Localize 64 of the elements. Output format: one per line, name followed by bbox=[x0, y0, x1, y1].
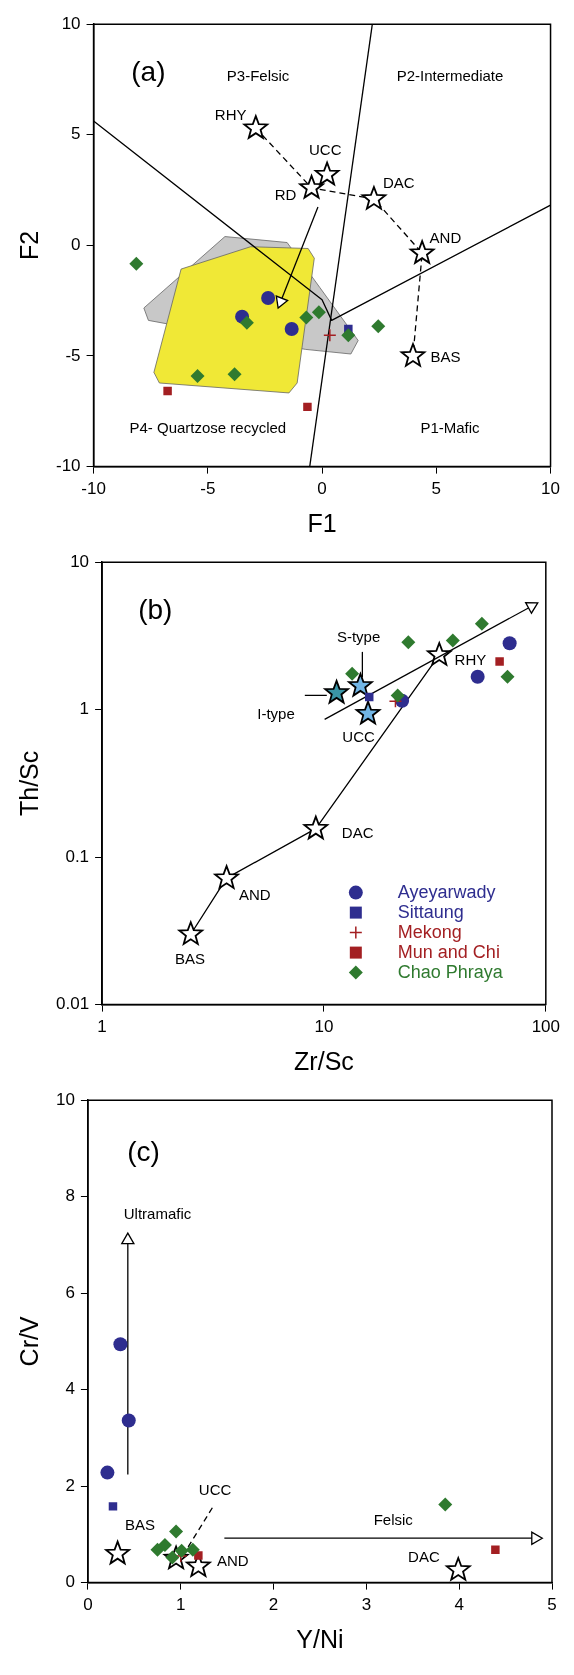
annotation: S-type bbox=[336, 628, 381, 646]
x-tick-label: 1 bbox=[175, 1595, 186, 1615]
y-tick-label: 4 bbox=[65, 1379, 75, 1399]
y-tick-label: 10 bbox=[70, 551, 90, 571]
annotation: AND bbox=[216, 1551, 249, 1569]
annotation: BAS bbox=[174, 949, 205, 967]
annotation: P3-Felsic bbox=[226, 67, 290, 85]
annotation: AND bbox=[429, 228, 462, 246]
legend-label: Chao Phraya bbox=[397, 961, 504, 982]
annotation: I-type bbox=[257, 705, 295, 723]
y-tick-label: 8 bbox=[65, 1186, 75, 1206]
x-tick-label: 4 bbox=[454, 1595, 464, 1615]
x-tick-label: 5 bbox=[547, 1595, 557, 1615]
legend-label: Mekong bbox=[397, 921, 462, 942]
y-axis-title: F2 bbox=[14, 230, 43, 260]
y-tick-label: 0.01 bbox=[55, 994, 90, 1014]
y-tick-label: 1 bbox=[79, 699, 90, 719]
y-tick-label: 2 bbox=[65, 1475, 75, 1495]
y-tick-label: 0 bbox=[71, 235, 81, 255]
y-tick-label: 0 bbox=[65, 1572, 75, 1592]
annotation: UCC bbox=[198, 1481, 232, 1499]
y-tick-label: 10 bbox=[55, 1089, 75, 1109]
annotation: AND bbox=[238, 885, 271, 903]
annotation: P4- Quartzose recycled bbox=[129, 419, 287, 437]
annotation: (b) bbox=[138, 593, 173, 625]
annotation: DAC bbox=[382, 174, 415, 192]
x-axis-title: Y/Ni bbox=[296, 1624, 344, 1653]
annotation: (a) bbox=[131, 55, 166, 87]
x-tick-label: 5 bbox=[431, 479, 442, 499]
x-tick-label: 2 bbox=[268, 1595, 279, 1615]
annotation: P2-Intermediate bbox=[396, 67, 504, 85]
x-tick-label: 10 bbox=[541, 479, 561, 499]
annotation: (c) bbox=[127, 1135, 160, 1167]
annotation: RD bbox=[274, 185, 297, 203]
x-tick-label: 3 bbox=[361, 1595, 372, 1615]
y-tick-label: -5 bbox=[65, 345, 81, 365]
y-tick-label: 5 bbox=[71, 124, 81, 144]
x-tick-label: 10 bbox=[314, 1017, 334, 1037]
y-tick-label: 0.1 bbox=[65, 846, 90, 866]
annotation: DAC bbox=[341, 824, 374, 842]
annotation: BAS bbox=[124, 1516, 155, 1534]
annotation: DAC bbox=[408, 1548, 440, 1566]
y-tick-label: -10 bbox=[55, 456, 81, 476]
annotation: UCC bbox=[342, 727, 375, 745]
x-tick-label: 0 bbox=[317, 479, 327, 499]
x-axis-title: F1 bbox=[307, 508, 337, 537]
legend-label: Mun and Chi bbox=[397, 941, 500, 962]
y-axis-title: Cr/V bbox=[14, 1316, 43, 1367]
x-tick-label: -5 bbox=[200, 479, 216, 499]
legend-label: Ayeyarwady bbox=[397, 881, 496, 902]
annotation: RHY bbox=[214, 105, 247, 123]
annotation: P1-Mafic bbox=[420, 419, 481, 437]
y-tick-label: 6 bbox=[65, 1282, 75, 1302]
annotation: RHY bbox=[454, 651, 487, 668]
annotation: UCC bbox=[309, 141, 342, 159]
x-tick-label: 1 bbox=[97, 1017, 107, 1037]
annotation: Felsic bbox=[373, 1511, 414, 1529]
y-axis-title: Th/Sc bbox=[14, 750, 43, 817]
annotation: Ultramafic bbox=[123, 1205, 192, 1223]
x-axis-title: Zr/Sc bbox=[294, 1046, 354, 1075]
legend-label: Sittaung bbox=[397, 901, 464, 922]
x-tick-label: 100 bbox=[531, 1017, 561, 1037]
y-tick-label: 10 bbox=[61, 13, 81, 33]
annotation: BAS bbox=[430, 348, 461, 366]
